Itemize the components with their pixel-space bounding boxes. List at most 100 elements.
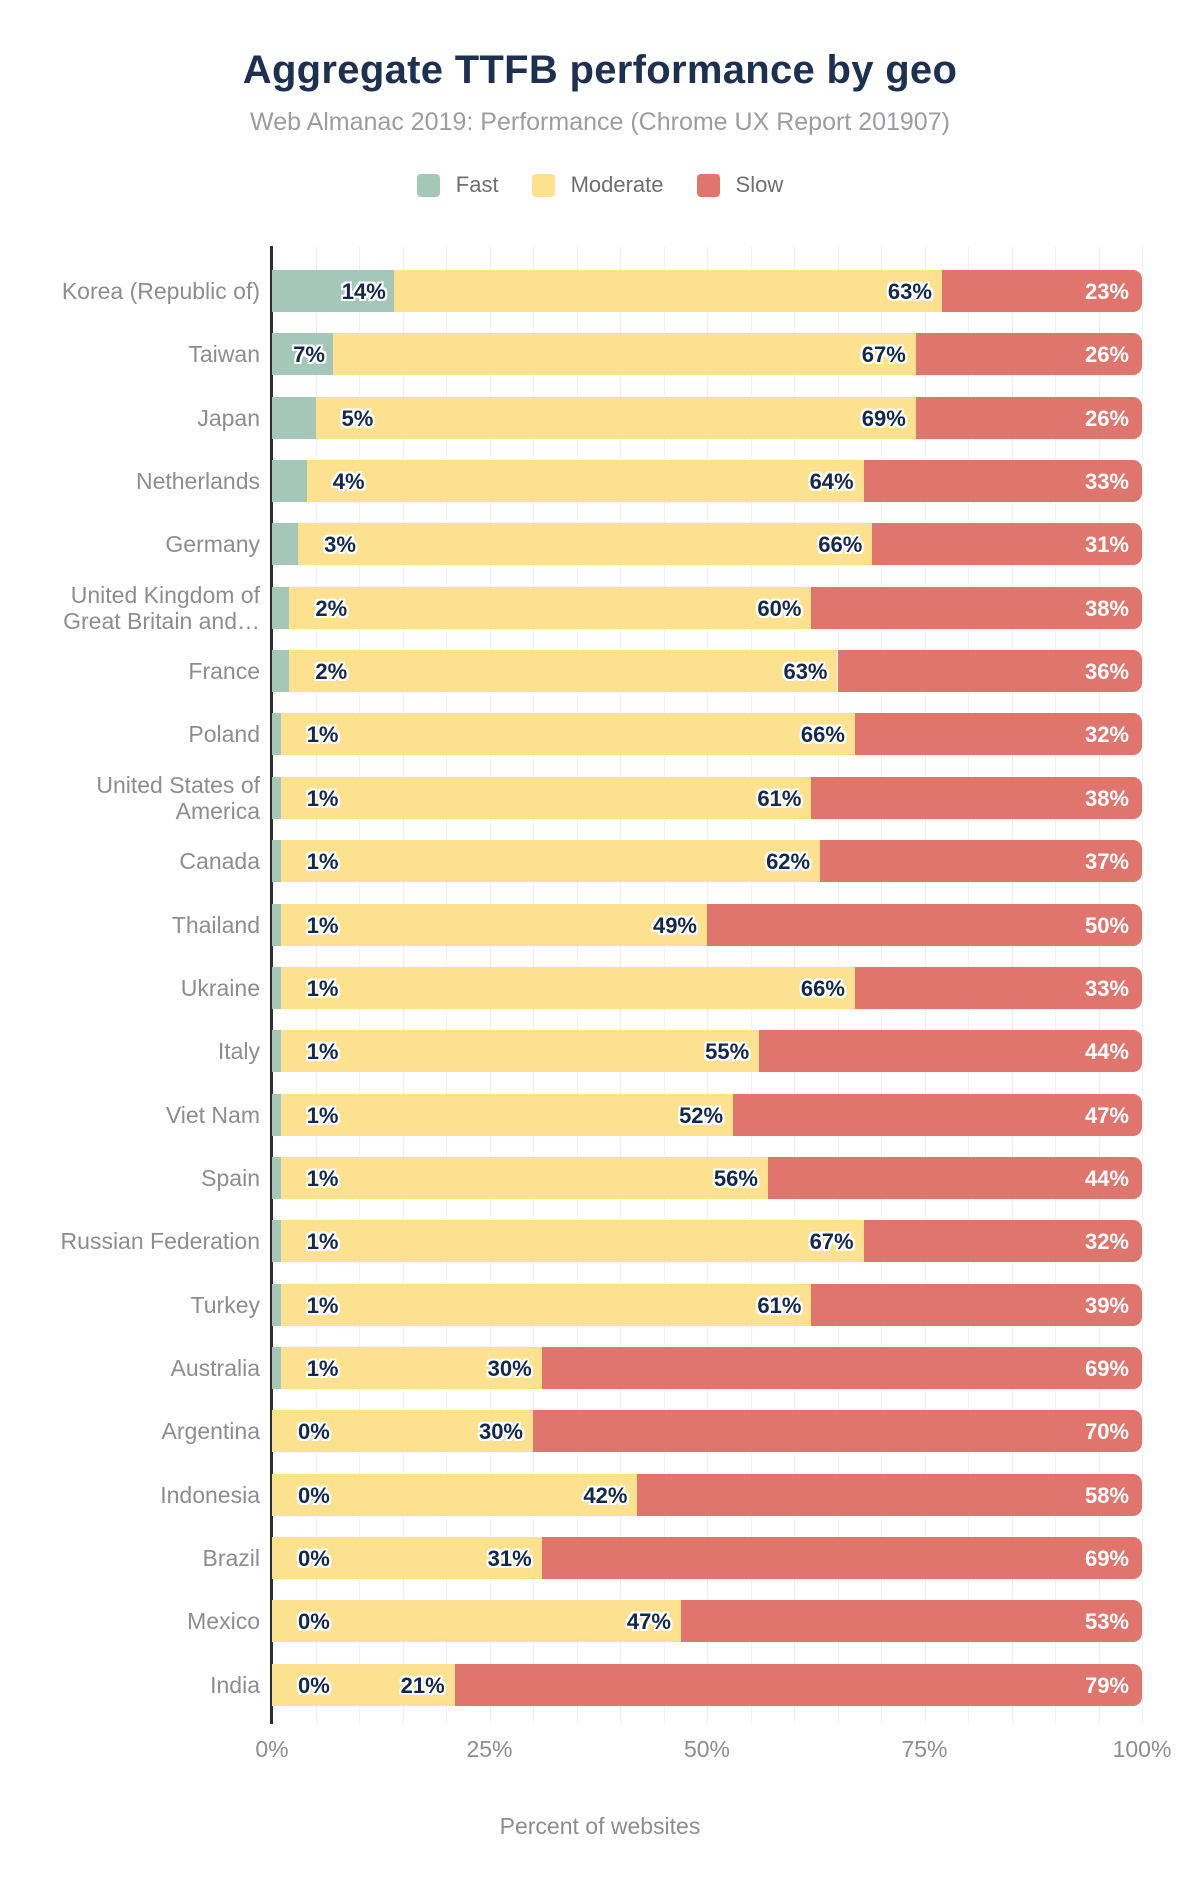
bar-segment-moderate[interactable] (280, 903, 707, 946)
bar-segment-moderate[interactable] (280, 713, 855, 756)
bar-row: Korea (Republic of) 14% 63% 23% (0, 270, 1200, 312)
category-label: Spain (201, 1164, 260, 1191)
bar-segment-slow[interactable] (707, 903, 1142, 946)
bar-segment-moderate[interactable] (280, 1346, 542, 1389)
bar-segment-fast[interactable] (272, 1220, 281, 1263)
bar-segment-fast[interactable] (272, 460, 307, 503)
bar-segment-moderate[interactable] (280, 1093, 734, 1136)
bar-segment-fast[interactable] (272, 1030, 281, 1073)
bar-segment-fast[interactable] (272, 270, 394, 312)
bar-segment-moderate[interactable] (272, 1663, 455, 1706)
bar-segment-moderate[interactable] (280, 840, 821, 883)
bar-segment-fast[interactable] (272, 840, 281, 883)
bar-segment-slow[interactable] (854, 966, 1142, 1009)
bar-segment-fast[interactable] (272, 1156, 281, 1199)
category-label: Australia (170, 1354, 260, 1381)
bar-segment-moderate[interactable] (280, 966, 855, 1009)
bar-label-fast: 0% (298, 1672, 330, 1698)
bar-segment-slow[interactable] (811, 586, 1142, 629)
bar-segment-slow[interactable] (680, 1600, 1142, 1643)
bar-segment-slow[interactable] (759, 1030, 1142, 1073)
bar-segment-slow[interactable] (863, 1220, 1142, 1263)
bar: 0% 31% 69% (272, 1537, 1142, 1579)
bar-label-slow: 39% (1084, 1292, 1129, 1318)
category-label: Russian Federation (60, 1228, 260, 1255)
bar-segment-slow[interactable] (941, 270, 1142, 312)
category-label: Korea (Republic of) (61, 278, 260, 304)
bar-label-slow: 31% (1084, 532, 1129, 558)
bar-label-slow: 32% (1084, 1229, 1129, 1255)
bar: 5% 69% 26% (272, 396, 1142, 439)
bar-segment-fast[interactable] (272, 966, 281, 1009)
bar-segment-slow[interactable] (854, 713, 1142, 756)
category-label: Turkey (190, 1291, 260, 1318)
bar-label-moderate: 63% (783, 659, 828, 685)
bar-label-slow: 26% (1084, 405, 1129, 431)
bar: 2% 60% 38% (272, 586, 1142, 629)
bar-segment-moderate[interactable] (298, 523, 873, 566)
bar-row: Poland 1% 66% 32% (0, 713, 1200, 756)
bar-segment-moderate[interactable] (306, 460, 864, 503)
bar-segment-fast[interactable] (272, 1346, 281, 1389)
bar-segment-moderate[interactable] (280, 1220, 864, 1263)
bar-label-moderate: 60% (757, 595, 802, 621)
bar-segment-slow[interactable] (533, 1410, 1142, 1453)
bar-segment-fast[interactable] (272, 586, 290, 629)
bar-label-moderate: 21% (400, 1672, 445, 1698)
chart-subtitle: Web Almanac 2019: Performance (Chrome UX… (250, 108, 950, 136)
bar-segment-moderate[interactable] (272, 1473, 638, 1516)
bar-segment-moderate[interactable] (289, 650, 838, 693)
category-label: Canada (179, 848, 260, 875)
bar-segment-fast[interactable] (272, 1093, 281, 1136)
bar-segment-moderate[interactable] (332, 333, 916, 376)
bar-segment-moderate[interactable] (289, 586, 812, 629)
bar-label-moderate: 67% (861, 342, 906, 368)
bar-segment-slow[interactable] (863, 460, 1142, 503)
bar-segment-fast[interactable] (272, 713, 281, 756)
bar-segment-slow[interactable] (811, 776, 1142, 819)
bar: 1% 56% 44% (272, 1156, 1142, 1199)
legend-swatch-moderate (531, 173, 555, 197)
bar-segment-moderate[interactable] (272, 1537, 542, 1579)
bar-segment-moderate[interactable] (315, 396, 916, 439)
bar-segment-moderate[interactable] (280, 1030, 760, 1073)
bar-segment-fast[interactable] (272, 396, 316, 439)
bar-segment-fast[interactable] (272, 776, 281, 819)
bar-segment-fast[interactable] (272, 523, 299, 566)
bar-row: Viet Nam 1% 52% 47% (0, 1093, 1200, 1136)
bar-segment-moderate[interactable] (280, 1283, 812, 1326)
bar-row: Italy 1% 55% 44% (0, 1030, 1200, 1073)
bar-segment-slow[interactable] (541, 1346, 1142, 1389)
bar-segment-fast[interactable] (272, 650, 290, 693)
bar-label-slow: 37% (1084, 849, 1129, 875)
bar-segment-moderate[interactable] (393, 270, 942, 312)
bar-label-fast: 5% (341, 405, 374, 431)
bar-segment-moderate[interactable] (280, 1156, 768, 1199)
bar-segment-moderate[interactable] (272, 1600, 681, 1643)
bar-segment-slow[interactable] (454, 1663, 1142, 1706)
bar-segment-slow[interactable] (733, 1093, 1142, 1136)
bar-segment-slow[interactable] (637, 1473, 1142, 1516)
bar-label-slow: 44% (1084, 1039, 1129, 1065)
bar-label-moderate: 62% (766, 849, 811, 875)
bar-segment-slow[interactable] (837, 650, 1142, 693)
bar-segment-slow[interactable] (915, 333, 1142, 376)
bar: 0% 21% 79% (272, 1663, 1142, 1706)
bar-segment-slow[interactable] (541, 1537, 1142, 1579)
bar-segment-fast[interactable] (272, 903, 281, 946)
bar-segment-slow[interactable] (820, 840, 1142, 883)
legend-item-slow: Slow (696, 172, 783, 198)
category-label: Argentina (161, 1418, 260, 1445)
bar-segment-slow[interactable] (872, 523, 1142, 566)
bar-segment-slow[interactable] (767, 1156, 1142, 1199)
bar-segment-fast[interactable] (272, 1283, 281, 1326)
bar-segment-fast[interactable] (272, 333, 333, 376)
bar-segment-slow[interactable] (915, 396, 1142, 439)
bar: 4% 64% 33% (272, 460, 1142, 503)
bar-segment-moderate[interactable] (280, 776, 812, 819)
bar-segment-slow[interactable] (811, 1283, 1142, 1326)
bar-label-fast: 3% (324, 532, 356, 558)
bar-segment-moderate[interactable] (272, 1410, 533, 1453)
legend-item-fast: Fast (416, 172, 499, 198)
